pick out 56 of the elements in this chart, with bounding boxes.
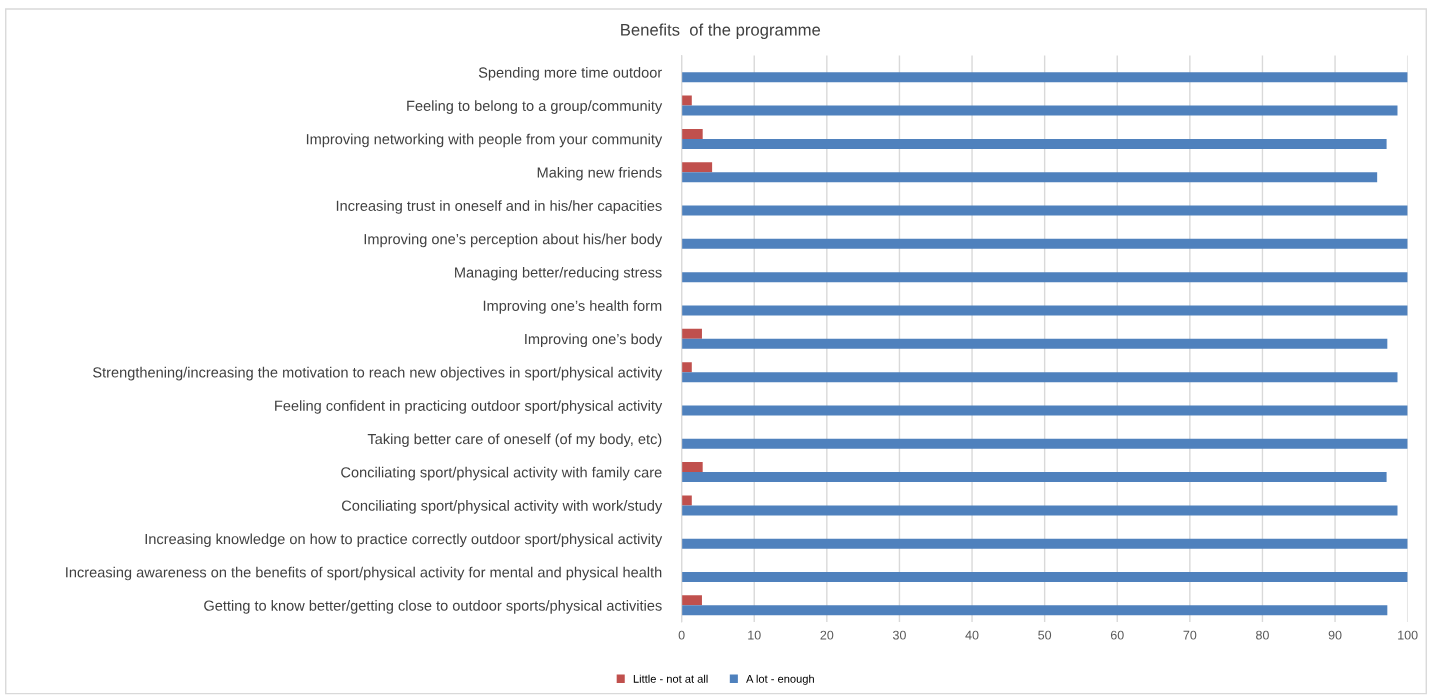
x-tick-label: 100 <box>1398 630 1418 640</box>
bar <box>681 128 703 139</box>
y-tick-label: Increasing awareness on the benefits of sport/physical activity for mental and physical health <box>66 566 662 581</box>
bar <box>681 305 1408 316</box>
chart-title: Benefits of the programme <box>621 23 821 40</box>
bar <box>681 372 1398 383</box>
y-tick-label: Managing better/reducing stress <box>455 266 662 281</box>
bar <box>681 572 1408 583</box>
y-tick-label: Strengthening/increasing the motivation to reach new objectives in sport/physical activity <box>93 366 663 381</box>
y-tick-label: Improving networking with people from your community <box>306 133 663 148</box>
legend-label: Little - not at all <box>633 674 708 683</box>
y-tick-label: Spending more time outdoor <box>478 66 662 81</box>
bar <box>681 472 1387 483</box>
bar <box>681 362 692 373</box>
x-tick-label: 10 <box>748 630 761 640</box>
y-tick-label: Conciliating sport/physical activity with work/study <box>341 500 663 514</box>
y-tick-label: Getting to know better/getting close to outdoor sports/physical activities <box>204 600 662 614</box>
bar <box>681 328 702 339</box>
bar <box>681 105 1398 116</box>
bar <box>681 605 1388 616</box>
bar <box>681 238 1408 249</box>
bar <box>681 495 692 506</box>
x-tick-label: 60 <box>1110 630 1124 640</box>
y-tick-label: Increasing trust in oneself and in his/her capacities <box>336 200 662 214</box>
y-tick-label: Increasing knowledge on how to practice correctly outdoor sport/physical activity <box>145 533 663 548</box>
x-tick-label: 50 <box>1038 630 1052 640</box>
y-tick-label: Improving one’s health form <box>483 300 662 314</box>
x-tick-label: 30 <box>892 630 906 640</box>
x-tick-label: 0 <box>678 630 685 640</box>
y-tick-label: Making new friends <box>537 166 662 181</box>
bar <box>681 595 702 606</box>
x-tick-label: 20 <box>820 630 834 640</box>
y-tick-label: Feeling confident in practicing outdoor sport/physical activity <box>275 400 663 414</box>
y-tick-label: Taking better care of oneself (of my body, etc) <box>367 433 662 448</box>
x-tick-label: 90 <box>1328 630 1342 640</box>
bar <box>681 138 1387 149</box>
bar <box>681 72 1408 83</box>
y-tick-label: Improving one’s body <box>525 333 663 348</box>
bar <box>681 95 692 106</box>
x-tick-label: 70 <box>1183 630 1197 640</box>
bar <box>681 338 1388 349</box>
bar <box>681 162 713 173</box>
y-tick-label: Feeling to belong to a group/community <box>407 100 663 114</box>
bar <box>681 438 1408 449</box>
x-tick-label: 80 <box>1256 630 1269 640</box>
bar <box>681 505 1398 516</box>
bar <box>681 462 703 473</box>
legend-label: A lot - enough <box>746 674 814 685</box>
y-tick-label: Improving one’s perception about his/her body <box>364 233 663 248</box>
bar <box>681 205 1408 216</box>
x-tick-label: 40 <box>965 630 979 640</box>
y-tick-label: Conciliating sport/physical activity with family care <box>341 466 662 481</box>
bar <box>681 405 1408 416</box>
bar <box>681 538 1408 549</box>
bar <box>681 172 1378 183</box>
bar <box>681 272 1408 283</box>
